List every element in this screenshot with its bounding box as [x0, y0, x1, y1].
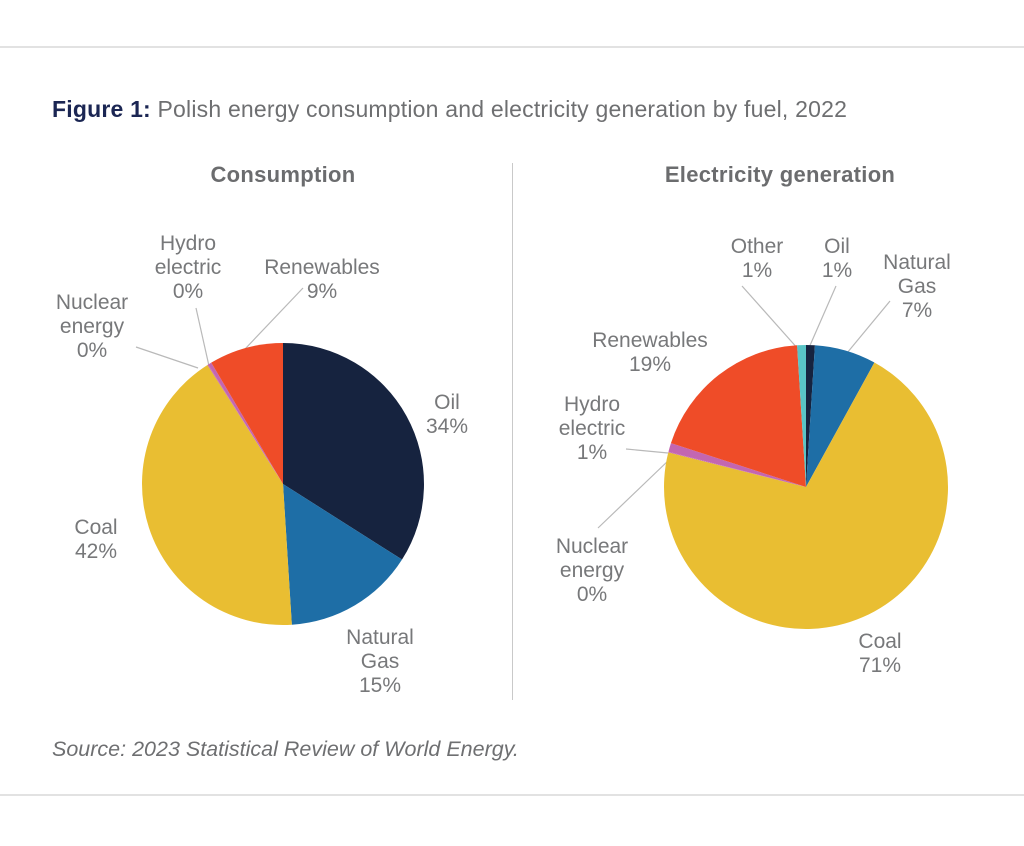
callout-line: electric: [154, 256, 222, 279]
callout-coal-left: Coal 42%: [74, 516, 117, 564]
pie-slice-coal: [142, 364, 292, 625]
pie-slice-hydro-electric: [208, 362, 283, 484]
leader-line-nuclear-right: [597, 458, 671, 529]
leader-line-oil-right: [807, 285, 837, 351]
callout-line: Hydro: [159, 232, 217, 255]
callout-nuclear-left: Nuclear energy 0%: [56, 291, 128, 363]
pie-slice-oil: [283, 343, 424, 560]
callout-line: 1%: [576, 441, 608, 464]
bottom-rule: [0, 794, 1024, 796]
callout-renewables-left: Renewables 9%: [264, 256, 380, 304]
pie-slice-renewables: [670, 345, 806, 487]
callout-line: Other: [730, 235, 784, 258]
pie-electricity-generation: [664, 345, 949, 629]
leader-line-renewables-left: [244, 287, 304, 350]
callout-line: Natural: [883, 251, 951, 274]
leader-line-natural-gas-right: [846, 300, 891, 354]
callout-line: 0%: [576, 583, 608, 606]
callout-line: Gas: [897, 275, 937, 298]
leader-line-hydro-left: [195, 307, 210, 367]
pie-slice-other: [797, 345, 806, 487]
callout-natural-gas-left: Natural Gas 15%: [346, 626, 414, 698]
callout-other-right: Other 1%: [731, 235, 784, 283]
callout-line: Nuclear: [555, 535, 629, 558]
chart-heading-consumption: Consumption: [210, 162, 356, 187]
callout-line: Coal: [74, 516, 118, 539]
leader-line-other-right: [741, 285, 800, 351]
callout-renewables-right: Renewables 19%: [592, 329, 708, 377]
source-note: Source: 2023 Statistical Review of World…: [52, 737, 519, 761]
pie-slice-natural-gas: [283, 484, 403, 625]
callout-line: Renewables: [264, 256, 380, 279]
leader-line-nuclear-left: [135, 346, 199, 369]
pie-slice-renewables: [211, 343, 283, 484]
pie-consumption: [142, 343, 424, 625]
callout-line: Nuclear: [55, 291, 129, 314]
pie-slice-hydro-electric: [668, 443, 806, 487]
callout-line: Oil: [434, 391, 460, 414]
figure-title-text: Polish energy consumption and electricit…: [150, 96, 848, 122]
callout-line: 19%: [628, 353, 672, 376]
callout-line: 42%: [74, 540, 118, 563]
callout-line: Oil: [824, 235, 850, 258]
callout-line: Hydro: [563, 393, 621, 416]
pie-slice-nuclear-energy: [668, 451, 806, 487]
callout-line: 15%: [358, 674, 402, 697]
callout-hydro-right: Hydro electric 1%: [559, 393, 626, 465]
callout-nuclear-right: Nuclear energy 0%: [556, 535, 628, 607]
callout-hydro-left: Hydro electric 0%: [155, 232, 222, 304]
pie-slice-coal: [664, 362, 949, 629]
callout-natural-gas-right: Natural Gas 7%: [883, 251, 951, 323]
callout-coal-right: Coal 71%: [858, 630, 901, 678]
callout-line: 9%: [306, 280, 338, 303]
callout-line: Natural: [346, 626, 414, 649]
pie-slice-oil: [806, 345, 815, 487]
callout-line: Coal: [858, 630, 902, 653]
callout-line: 71%: [858, 654, 902, 677]
callout-oil-left: Oil 34%: [426, 391, 468, 439]
pie-slice-natural-gas: [806, 345, 875, 487]
pie-slice-nuclear-energy: [207, 364, 283, 484]
callout-line: energy: [59, 315, 125, 338]
figure-title-prefix: Figure 1:: [52, 96, 151, 122]
figure-title: Figure 1: Polish energy consumption and …: [52, 96, 847, 123]
callout-line: electric: [558, 417, 626, 440]
callout-line: Gas: [360, 650, 400, 673]
chart-divider: [512, 163, 513, 700]
callout-line: 0%: [172, 280, 204, 303]
callout-line: 34%: [425, 415, 469, 438]
callout-line: 7%: [901, 299, 933, 322]
leader-line-hydro-right: [625, 448, 669, 454]
callout-line: 1%: [741, 259, 773, 282]
callout-line: 1%: [821, 259, 853, 282]
callout-line: energy: [559, 559, 625, 582]
callout-oil-right: Oil 1%: [822, 235, 852, 283]
callout-line: Renewables: [592, 329, 708, 352]
callout-line: 0%: [76, 339, 108, 362]
chart-heading-electricity-generation: Electricity generation: [664, 162, 896, 187]
top-rule: [0, 46, 1024, 48]
